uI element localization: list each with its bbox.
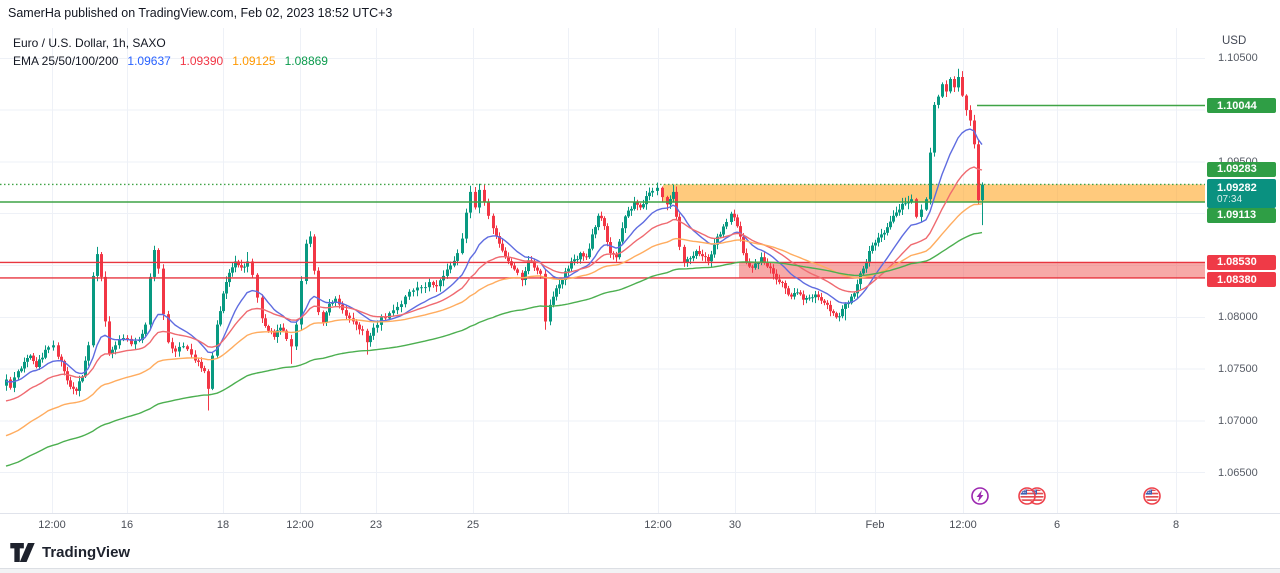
time-tick-30: 30: [728, 519, 742, 531]
price-tick-1.07500: 1.07500: [1218, 363, 1258, 376]
time-tick-8: 8: [1172, 519, 1180, 531]
price-level-badge-1.09283: 1.09283: [1207, 161, 1276, 177]
candlestick-series[interactable]: [5, 68, 984, 411]
time-tick-12:00: 12:00: [644, 519, 672, 531]
time-tick-12:00: 12:00: [286, 519, 314, 531]
ema-indicator-legend[interactable]: EMA 25/50/100/200 1.09637 1.09390 1.0912…: [13, 53, 328, 69]
time-tick-16: 16: [120, 519, 134, 531]
ema-100-value: 1.09125: [232, 54, 276, 68]
price-tick-1.07000: 1.07000: [1218, 414, 1258, 427]
supply-zone[interactable]: [663, 184, 1205, 202]
time-tick-23: 23: [369, 519, 383, 531]
economic-event-icon-lightning[interactable]: [971, 487, 989, 505]
gridlines: [0, 28, 1205, 513]
attribution-text: SamerHa published on TradingView.com, Fe…: [8, 6, 393, 20]
symbol-title[interactable]: Euro / U.S. Dollar, 1h, SAXO: [13, 36, 166, 50]
economic-event-icon-us-flag-double[interactable]: [1018, 487, 1046, 505]
tradingview-logo-icon[interactable]: [10, 543, 35, 562]
time-axis[interactable]: 12:00 16 18 12:00 23 25 12:00 30 Feb 12:00 6 8: [0, 513, 1280, 539]
price-tick-1.06500: 1.06500: [1218, 466, 1258, 479]
time-tick-25: 25: [466, 519, 480, 531]
price-tick-1.10500: 1.10500: [1218, 52, 1258, 65]
price-level-badge-1.09113: 1.09113: [1207, 207, 1276, 223]
ema-200-line[interactable]: [5, 231, 983, 467]
time-tick-12:00: 12:00: [949, 519, 977, 531]
economic-event-icon-us-flag[interactable]: [1143, 487, 1161, 505]
chart-legend: Euro / U.S. Dollar, 1h, SAXO EMA 25/50/1…: [13, 35, 328, 69]
price-level-badge-1.10044: 1.10044: [1207, 98, 1276, 113]
tradingview-brand-text[interactable]: TradingView: [42, 544, 131, 561]
ema-25-value: 1.09637: [127, 54, 171, 68]
time-tick-18: 18: [216, 519, 230, 531]
footer: TradingView: [10, 543, 130, 562]
chart-canvas[interactable]: [0, 28, 1205, 513]
ema-200-value: 1.08869: [284, 54, 328, 68]
chart-plot-area[interactable]: Euro / U.S. Dollar, 1h, SAXO EMA 25/50/1…: [0, 28, 1205, 513]
price-level-badge-1.08530: 1.08530: [1207, 254, 1276, 270]
ema-50-line[interactable]: [5, 166, 983, 402]
demand-zone[interactable]: [739, 262, 1205, 278]
price-axis[interactable]: USD 1.105001.095001.080001.075001.070001…: [1205, 28, 1280, 513]
ema-100-line[interactable]: [5, 203, 983, 437]
time-tick-6: 6: [1053, 519, 1061, 531]
currency-label: USD: [1222, 35, 1247, 47]
ema-25-line[interactable]: [5, 128, 983, 383]
ema-indicator-label: EMA 25/50/100/200: [13, 54, 119, 68]
ema-50-value: 1.09390: [179, 54, 224, 68]
price-level-badge-1.08380: 1.08380: [1207, 272, 1276, 288]
window-bottom-edge: [0, 568, 1280, 573]
time-tick-12:00: 12:00: [38, 519, 66, 531]
price-tick-1.08000: 1.08000: [1218, 311, 1258, 324]
time-tick-Feb: Feb: [865, 519, 885, 531]
last-price-countdown-badge-1.09282: 1.09282 07:34: [1207, 179, 1276, 208]
